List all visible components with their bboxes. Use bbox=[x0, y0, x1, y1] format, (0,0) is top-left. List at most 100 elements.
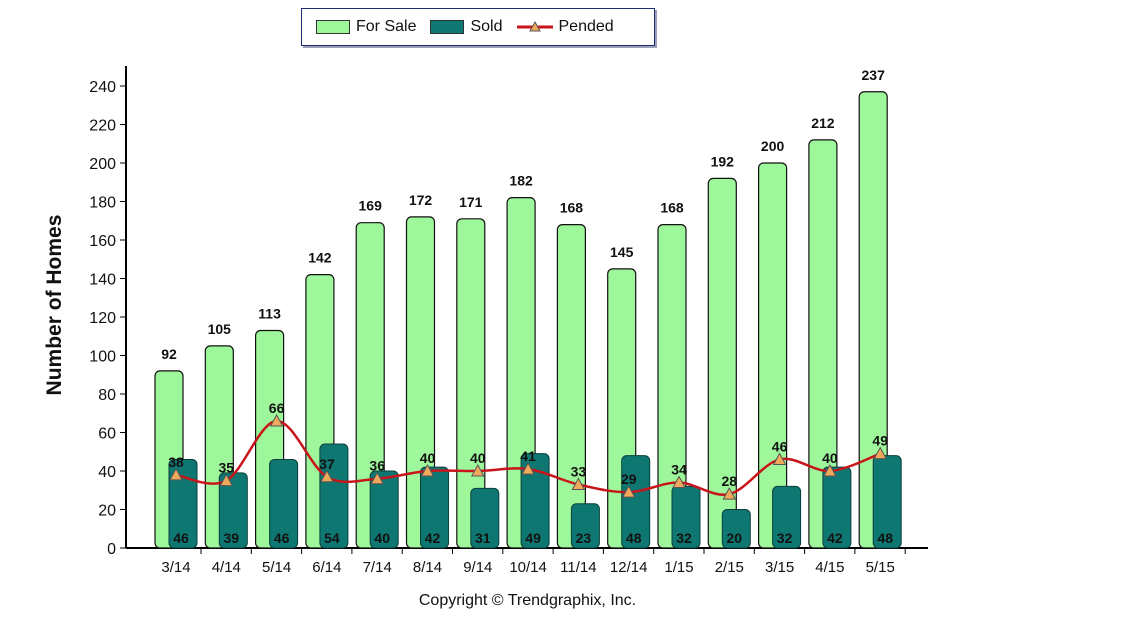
pended-marker bbox=[169, 467, 183, 481]
pended-data-label: 33 bbox=[571, 463, 587, 479]
x-tick-label: 10/14 bbox=[509, 559, 547, 576]
sold-bar bbox=[721, 509, 751, 549]
pended-marker bbox=[823, 463, 837, 477]
y-tick-label: 160 bbox=[89, 233, 116, 250]
for-sale-data-label: 182 bbox=[509, 173, 533, 189]
x-tick-label: 5/15 bbox=[866, 559, 895, 576]
for-sale-data-label: 212 bbox=[811, 115, 835, 131]
for-sale-bar bbox=[858, 91, 888, 549]
pended-data-label: 49 bbox=[872, 433, 888, 449]
for-sale-data-label: 168 bbox=[660, 200, 684, 216]
x-tick-label: 8/14 bbox=[413, 559, 442, 576]
for-sale-bar bbox=[808, 139, 838, 549]
y-tick-label: 240 bbox=[89, 79, 116, 96]
pended-data-label: 41 bbox=[520, 448, 536, 464]
pended-data-label: 37 bbox=[319, 456, 335, 472]
pended-marker bbox=[873, 446, 888, 460]
for-sale-data-label: 171 bbox=[459, 194, 483, 210]
pended-data-label: 34 bbox=[671, 462, 687, 478]
for-sale-bar bbox=[757, 162, 788, 549]
for-sale-bar bbox=[707, 177, 737, 549]
pended-marker bbox=[219, 473, 234, 487]
sold-data-label: 40 bbox=[374, 530, 390, 546]
legend-sold: Sold bbox=[430, 18, 503, 36]
legend-for-sale: For Sale bbox=[316, 18, 416, 36]
x-tick-label: 4/15 bbox=[815, 559, 844, 576]
for-sale-data-label: 142 bbox=[308, 250, 332, 266]
sold-bar bbox=[570, 503, 600, 549]
x-tick-label: 6/14 bbox=[312, 559, 341, 576]
pended-marker bbox=[621, 485, 636, 498]
sold-data-label: 31 bbox=[475, 530, 491, 546]
legend-sold-label: Sold bbox=[470, 18, 503, 35]
sold-bar bbox=[470, 487, 500, 549]
pended-marker bbox=[521, 462, 535, 475]
y-tick-label: 40 bbox=[98, 464, 116, 481]
for-sale-data-label: 169 bbox=[359, 198, 383, 214]
for-sale-data-label: 200 bbox=[761, 138, 785, 154]
x-tick-label: 1/15 bbox=[664, 559, 693, 576]
y-tick-label: 60 bbox=[98, 426, 116, 443]
sold-bar bbox=[822, 466, 852, 549]
sold-data-label: 42 bbox=[425, 530, 441, 546]
pended-marker bbox=[772, 452, 787, 465]
y-tick-label: 20 bbox=[98, 503, 116, 520]
y-tick-label: 80 bbox=[98, 387, 116, 404]
for-sale-bar bbox=[355, 222, 385, 549]
pended-data-label: 29 bbox=[621, 471, 637, 487]
x-tick-label: 4/14 bbox=[212, 559, 241, 576]
for-sale-bar bbox=[556, 224, 587, 549]
y-tick-label: 180 bbox=[89, 195, 116, 212]
sold-data-label: 42 bbox=[827, 530, 843, 546]
pended-marker bbox=[571, 477, 586, 490]
x-tick-label: 3/14 bbox=[161, 559, 190, 576]
for-sale-data-label: 168 bbox=[560, 200, 584, 216]
pended-data-label: 38 bbox=[168, 454, 184, 470]
for-sale-data-label: 237 bbox=[862, 67, 886, 83]
sold-data-label: 39 bbox=[224, 530, 240, 546]
y-tick-label: 140 bbox=[89, 272, 116, 289]
x-tick-label: 7/14 bbox=[363, 559, 392, 576]
sold-data-label: 46 bbox=[274, 530, 290, 546]
for-sale-data-label: 92 bbox=[161, 346, 177, 362]
legend-for-sale-label: For Sale bbox=[356, 18, 417, 35]
for-sale-data-label: 192 bbox=[711, 153, 735, 169]
y-tick-label: 0 bbox=[107, 541, 116, 558]
x-tick-label: 5/14 bbox=[262, 559, 291, 576]
x-tick-label: 3/15 bbox=[765, 559, 794, 576]
sold-bar bbox=[671, 485, 701, 549]
for-sale-data-label: 113 bbox=[258, 305, 281, 321]
pended-line-icon bbox=[516, 20, 553, 32]
sold-bar bbox=[520, 453, 550, 549]
copyright-text: Copyright © Trendgraphix, Inc. bbox=[418, 592, 637, 609]
sold-data-label: 23 bbox=[576, 530, 592, 546]
pended-marker bbox=[370, 471, 385, 485]
legend-pended-label: Pended bbox=[558, 18, 614, 35]
pended-data-label: 35 bbox=[219, 460, 235, 476]
y-tick-label: 220 bbox=[89, 118, 116, 135]
x-tick-label: 11/14 bbox=[560, 559, 596, 576]
for-sale-bar bbox=[657, 224, 687, 549]
sold-swatch bbox=[430, 20, 465, 34]
sold-data-label: 49 bbox=[525, 530, 541, 546]
sold-data-label: 20 bbox=[727, 530, 743, 546]
sold-data-label: 32 bbox=[676, 530, 692, 546]
x-tick-label: 9/14 bbox=[463, 559, 492, 576]
x-tick-label: 12/14 bbox=[610, 559, 648, 576]
y-tick-label: 200 bbox=[89, 156, 116, 173]
pended-data-label: 40 bbox=[470, 450, 486, 466]
sold-bar bbox=[772, 485, 802, 549]
sold-bar bbox=[872, 455, 902, 549]
y-tick-label: 100 bbox=[89, 349, 116, 366]
for-sale-swatch bbox=[316, 20, 350, 34]
sold-bar bbox=[168, 458, 198, 549]
pended-marker bbox=[320, 469, 334, 483]
y-tick-label: 120 bbox=[89, 310, 116, 327]
pended-marker bbox=[420, 463, 435, 477]
sold-data-label: 32 bbox=[777, 530, 793, 546]
pended-data-label: 28 bbox=[722, 473, 738, 489]
for-sale-data-label: 172 bbox=[409, 192, 433, 208]
x-tick-label: 2/15 bbox=[715, 559, 744, 576]
pended-marker bbox=[672, 475, 686, 489]
